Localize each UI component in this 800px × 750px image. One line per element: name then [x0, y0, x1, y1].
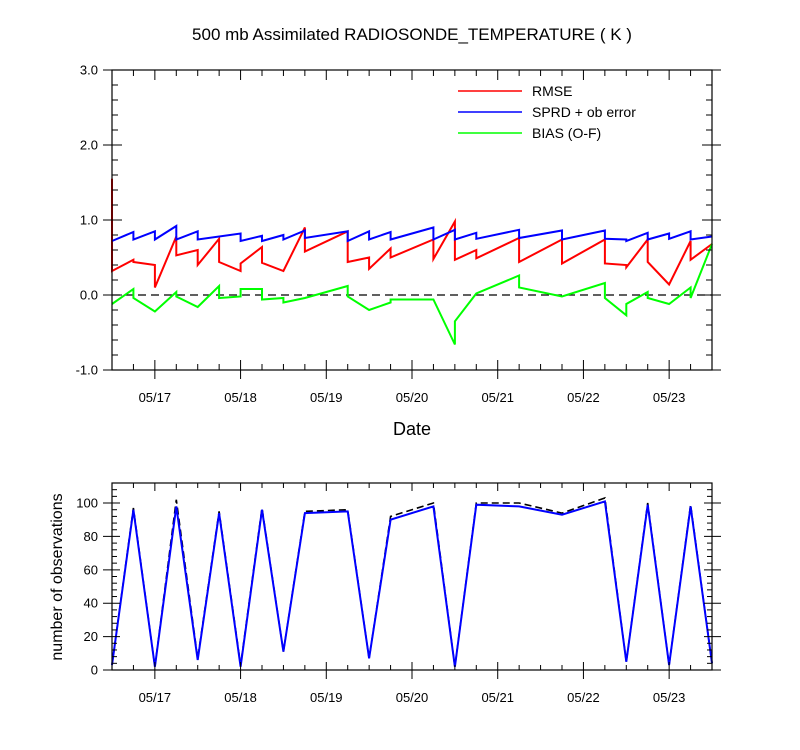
bottom-ticks-group	[103, 482, 721, 679]
y-tick-label: 60	[84, 562, 98, 577]
legend: RMSE SPRD + ob error BIAS (O-F)	[458, 83, 636, 141]
y-tick-label: 80	[84, 529, 98, 544]
bottom-x-tick-labels: 05/17 05/18 05/19 05/20 05/21 05/22 05/23	[139, 690, 686, 705]
x-tick-label: 05/23	[653, 690, 686, 705]
y-tick-label: 20	[84, 629, 98, 644]
x-tick-label: 05/19	[310, 390, 343, 405]
series-rmse	[111, 178, 713, 288]
top-chart: 500 mb Assimilated RADIOSONDE_TEMPERATUR…	[76, 25, 721, 439]
y-tick-label: 40	[84, 596, 98, 611]
top-x-tick-labels: 05/17 05/18 05/19 05/20 05/21 05/22 05/23	[139, 390, 686, 405]
series-sprd-ob-error	[111, 224, 713, 243]
x-tick-label: 05/17	[139, 690, 172, 705]
top-series-group	[111, 178, 713, 345]
x-tick-label: 05/20	[396, 390, 429, 405]
legend-label-sprd: SPRD + ob error	[532, 104, 636, 120]
top-ticks-group	[103, 69, 721, 379]
top-x-axis-label: Date	[393, 419, 431, 439]
y-tick-label: 0.0	[80, 288, 98, 303]
x-tick-label: 05/18	[224, 690, 257, 705]
y-tick-label: 100	[76, 496, 98, 511]
bottom-y-axis-label: number of observations	[49, 493, 66, 660]
x-tick-label: 05/18	[224, 390, 257, 405]
x-tick-label: 05/22	[567, 390, 600, 405]
x-tick-label: 05/23	[653, 390, 686, 405]
legend-label-bias: BIAS (O-F)	[532, 125, 601, 141]
legend-label-rmse: RMSE	[532, 83, 572, 99]
bottom-y-tick-labels: 0 20 40 60 80 100	[76, 496, 98, 678]
x-tick-label: 05/21	[481, 690, 514, 705]
y-tick-label: 3.0	[80, 63, 98, 78]
x-tick-label: 05/19	[310, 690, 343, 705]
x-tick-label: 05/20	[396, 690, 429, 705]
top-chart-title: 500 mb Assimilated RADIOSONDE_TEMPERATUR…	[192, 25, 632, 44]
y-tick-label: 2.0	[80, 138, 98, 153]
y-tick-label: -1.0	[76, 363, 98, 378]
y-tick-label: 1.0	[80, 213, 98, 228]
x-tick-label: 05/17	[139, 390, 172, 405]
x-tick-label: 05/21	[481, 390, 514, 405]
series-assimilated	[111, 500, 713, 667]
series-bias-o-f	[111, 243, 713, 345]
bottom-series-group	[111, 496, 713, 667]
y-tick-label: 0	[91, 663, 98, 678]
x-tick-label: 05/22	[567, 690, 600, 705]
top-y-tick-labels: -1.0 0.0 1.0 2.0 3.0	[76, 63, 98, 378]
